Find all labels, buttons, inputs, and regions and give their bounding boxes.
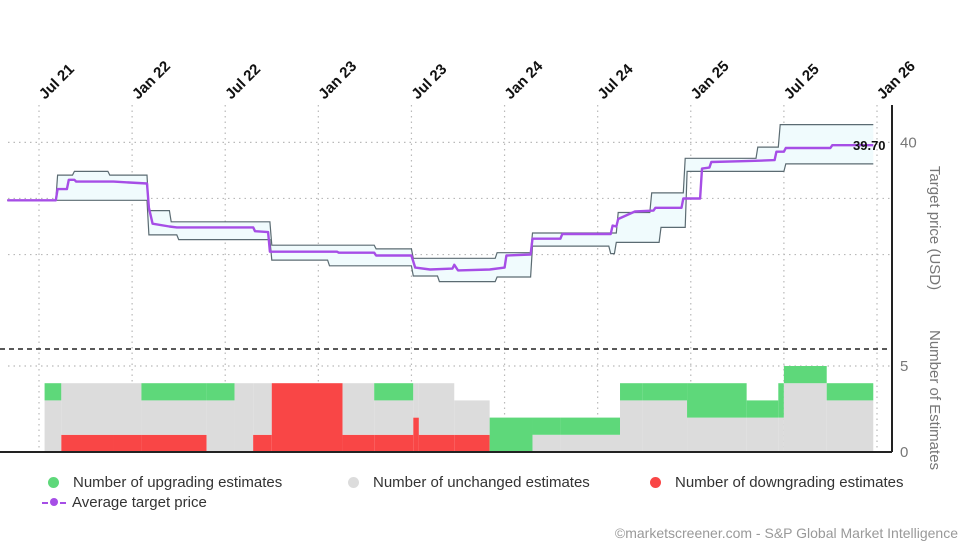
- x-tick-label: Jan 25: [688, 58, 733, 103]
- downgrading-bar: [418, 434, 455, 452]
- x-tick-label: Jul 22: [222, 61, 264, 103]
- price-tick-label: 40: [900, 134, 917, 151]
- legend-average: Average target price: [42, 494, 207, 511]
- x-tick-label: Jul 21: [36, 61, 78, 103]
- upgrading-bar: [489, 417, 533, 452]
- unchanged-bar: [206, 400, 235, 452]
- unchanged-bar: [374, 400, 414, 435]
- legend-downgrading: Number of downgrading estimates: [650, 474, 903, 491]
- unchanged-bar: [560, 434, 621, 452]
- unchanged-bar: [61, 383, 114, 435]
- downgrading-bar: [342, 434, 375, 452]
- upgrading-bar: [206, 383, 235, 401]
- unchanged-bar: [234, 383, 254, 452]
- upgrading-bar: [778, 383, 784, 418]
- legend-upgrading-label: Number of upgrading estimates: [73, 474, 283, 491]
- downgrading-bar: [374, 434, 414, 452]
- downgrading-bar: [61, 434, 114, 452]
- x-tick-label: Jul 24: [594, 60, 637, 103]
- downgrading-bar: [413, 417, 419, 452]
- unchanged-bar: [253, 383, 272, 435]
- downgrading-bar: [253, 434, 272, 452]
- upgrading-bar: [141, 383, 207, 401]
- unchanged-bar: [141, 400, 207, 435]
- downgrading-bar: [271, 383, 343, 452]
- downgrading-bar: [454, 434, 490, 452]
- upgrading-bar: [826, 383, 874, 401]
- legend-unchanged: Number of unchanged estimates: [348, 474, 590, 491]
- target-range: [7, 123, 874, 283]
- legend-unchanged-swatch: [348, 477, 359, 488]
- unchanged-bar: [454, 400, 490, 435]
- unchanged-bar: [642, 400, 688, 452]
- unchanged-bar: [687, 417, 747, 452]
- legend-average-label: Average target price: [72, 494, 207, 511]
- unchanged-bar: [418, 383, 455, 435]
- upgrading-bar: [374, 383, 414, 401]
- unchanged-bar: [44, 400, 62, 452]
- average-line-group: [7, 143, 874, 272]
- upgrading-bar: [532, 417, 561, 435]
- x-tick-label: Jan 24: [501, 57, 547, 103]
- legend-downgrading-swatch: [650, 477, 661, 488]
- x-tick-label: Jan 26: [874, 58, 919, 103]
- legend-unchanged-label: Number of unchanged estimates: [373, 474, 590, 491]
- unchanged-bar: [413, 383, 419, 418]
- unchanged-bar: [783, 383, 827, 452]
- x-ticks: Jul 21 Jan 22 Jul 22 Jan 23 Jul 23 Jan 24 Jul …: [36, 57, 919, 103]
- target-low-line: [7, 163, 874, 283]
- x-tick-label: Jan 22: [129, 58, 174, 103]
- estimates-tick-label: 5: [900, 358, 908, 375]
- downgrading-bar: [113, 434, 142, 452]
- footer-credit: ©marketscreener.com - S&P Global Market …: [614, 525, 958, 541]
- estimates-tick-label: 0: [900, 444, 908, 461]
- chart: Jul 21 Jan 22 Jul 22 Jan 23 Jul 23 Jan 24 Jul …: [0, 57, 943, 470]
- estimate-bars: [44, 366, 874, 452]
- legend-upgrading-swatch: [48, 477, 59, 488]
- estimates-axis-title: Number of Estimates: [926, 330, 943, 470]
- y-ticks: 40 0 5: [900, 134, 917, 461]
- price-axis-title: Target price (USD): [926, 166, 943, 290]
- x-tick-label: Jan 23: [315, 58, 360, 103]
- downgrading-bar: [141, 434, 207, 452]
- unchanged-bar: [746, 417, 779, 452]
- unchanged-bar: [113, 383, 142, 435]
- last-value-label: 39.70: [853, 138, 886, 153]
- upgrading-bar: [746, 400, 779, 418]
- legend-upgrading: Number of upgrading estimates: [48, 474, 282, 491]
- upgrading-bar: [642, 383, 688, 401]
- target-high-line: [7, 123, 874, 259]
- average-target-price-line: [7, 143, 874, 272]
- upgrading-bar: [687, 383, 747, 418]
- unchanged-bar: [826, 400, 874, 452]
- upgrading-bar: [560, 417, 621, 435]
- x-tick-label: Jul 25: [781, 61, 823, 103]
- legend-downgrading-label: Number of downgrading estimates: [675, 474, 904, 491]
- unchanged-bar: [620, 400, 643, 452]
- axes: [0, 105, 893, 453]
- unchanged-bar: [532, 434, 561, 452]
- legend-average-swatch: [42, 497, 66, 508]
- upgrading-bar: [783, 366, 827, 384]
- upgrading-bar: [620, 383, 643, 401]
- unchanged-bar: [778, 417, 784, 452]
- unchanged-bar: [342, 383, 375, 435]
- upgrading-bar: [44, 383, 62, 401]
- x-tick-label: Jul 23: [408, 61, 450, 103]
